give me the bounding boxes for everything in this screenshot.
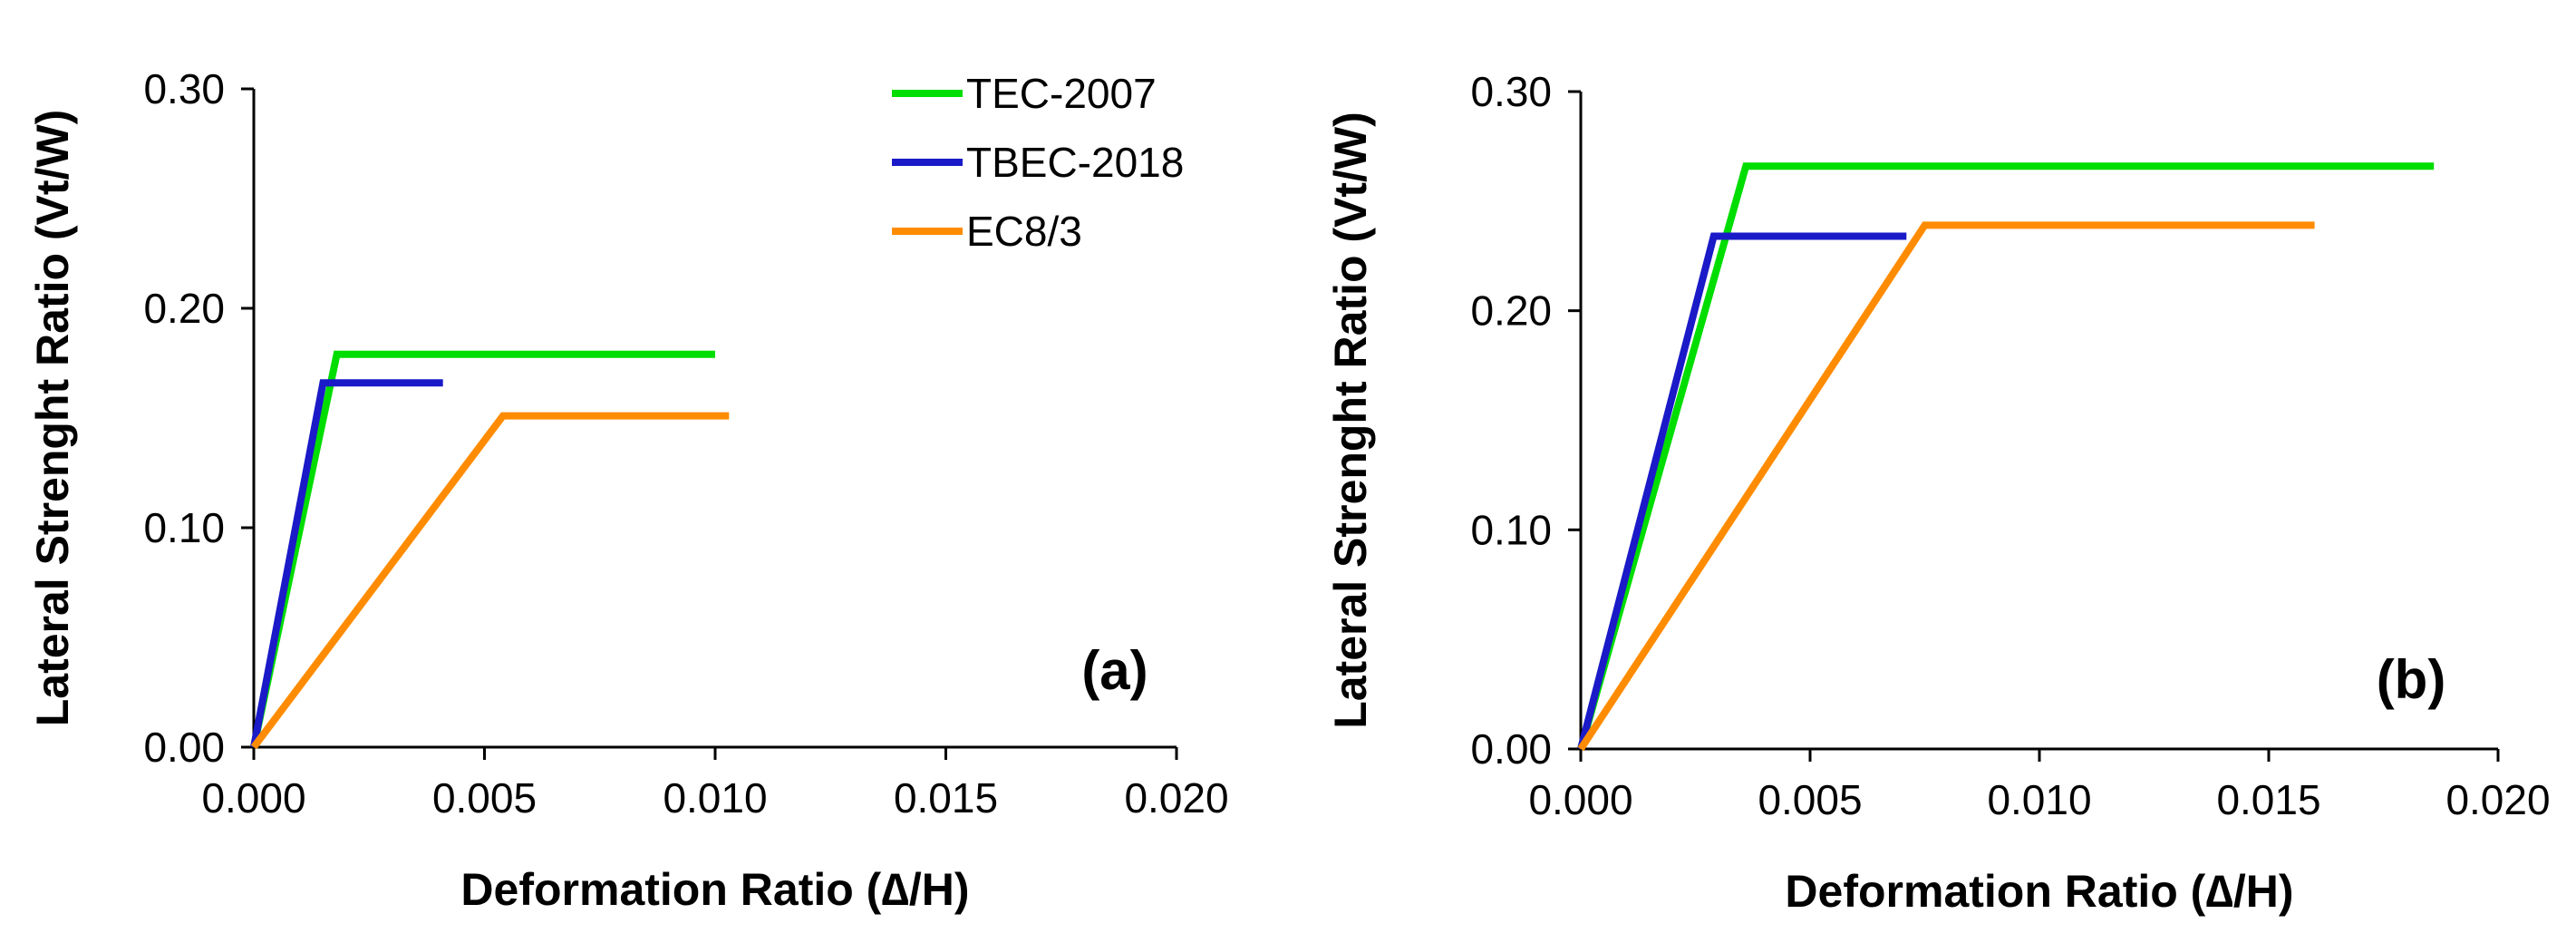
series-line-ec8-3	[1577, 221, 2315, 752]
chart-panel-b: 0.00 0.10 0.20 0.30 0.000 0.005 0.010 0.015 0.02…	[1325, 68, 2551, 917]
chart-panel-a: 0.00 0.10 0.20 0.30 0.000 0.005 0.010 0.015 0.02…	[27, 65, 1229, 915]
legend-label: TBEC-2018	[966, 139, 1184, 186]
legend-label: EC8/3	[966, 208, 1082, 255]
legend: TEC-2007 TBEC-2018 EC8/3	[892, 70, 1184, 255]
x-axis-title: Deformation Ratio (∆/H)	[460, 864, 969, 915]
x-tick-label: 0.020	[2445, 776, 2550, 823]
x-tick-label: 0.005	[1758, 776, 1862, 823]
series-line-tec-2007	[1577, 162, 2435, 751]
y-axis-title: Lateral Strenght Ratio (Vt/W)	[1325, 112, 1376, 729]
y-tick-label: 0.00	[1470, 725, 1552, 773]
y-tick-label: 0.10	[1470, 506, 1552, 553]
series-line-tbec-2018	[1577, 232, 1907, 751]
y-tick-label: 0.20	[143, 285, 225, 332]
panel-label: (a)	[1081, 640, 1148, 701]
y-tick-label: 0.10	[143, 504, 225, 551]
x-tick-label: 0.015	[2216, 776, 2320, 823]
y-tick-label: 0.30	[1470, 68, 1552, 115]
y-tick-label: 0.00	[143, 724, 225, 771]
y-axis-title: Lateral Strenght Ratio (Vt/W)	[27, 110, 78, 727]
x-tick-label: 0.010	[663, 774, 767, 821]
y-tick-label: 0.20	[1470, 287, 1552, 335]
x-tick-label: 0.020	[1124, 774, 1228, 821]
series-line-ec8-3	[250, 412, 730, 750]
x-tick-label: 0.015	[894, 774, 998, 821]
x-tick-label: 0.000	[1528, 776, 1632, 823]
x-tick-label: 0.005	[432, 774, 537, 821]
x-tick-label: 0.010	[1987, 776, 2091, 823]
panel-label: (b)	[2377, 649, 2446, 710]
y-tick-label: 0.30	[143, 65, 225, 112]
legend-label: TEC-2007	[966, 70, 1157, 117]
series-line-tbec-2018	[250, 379, 443, 748]
x-tick-label: 0.000	[201, 774, 305, 821]
x-axis-title: Deformation Ratio (∆/H)	[1785, 866, 2293, 917]
